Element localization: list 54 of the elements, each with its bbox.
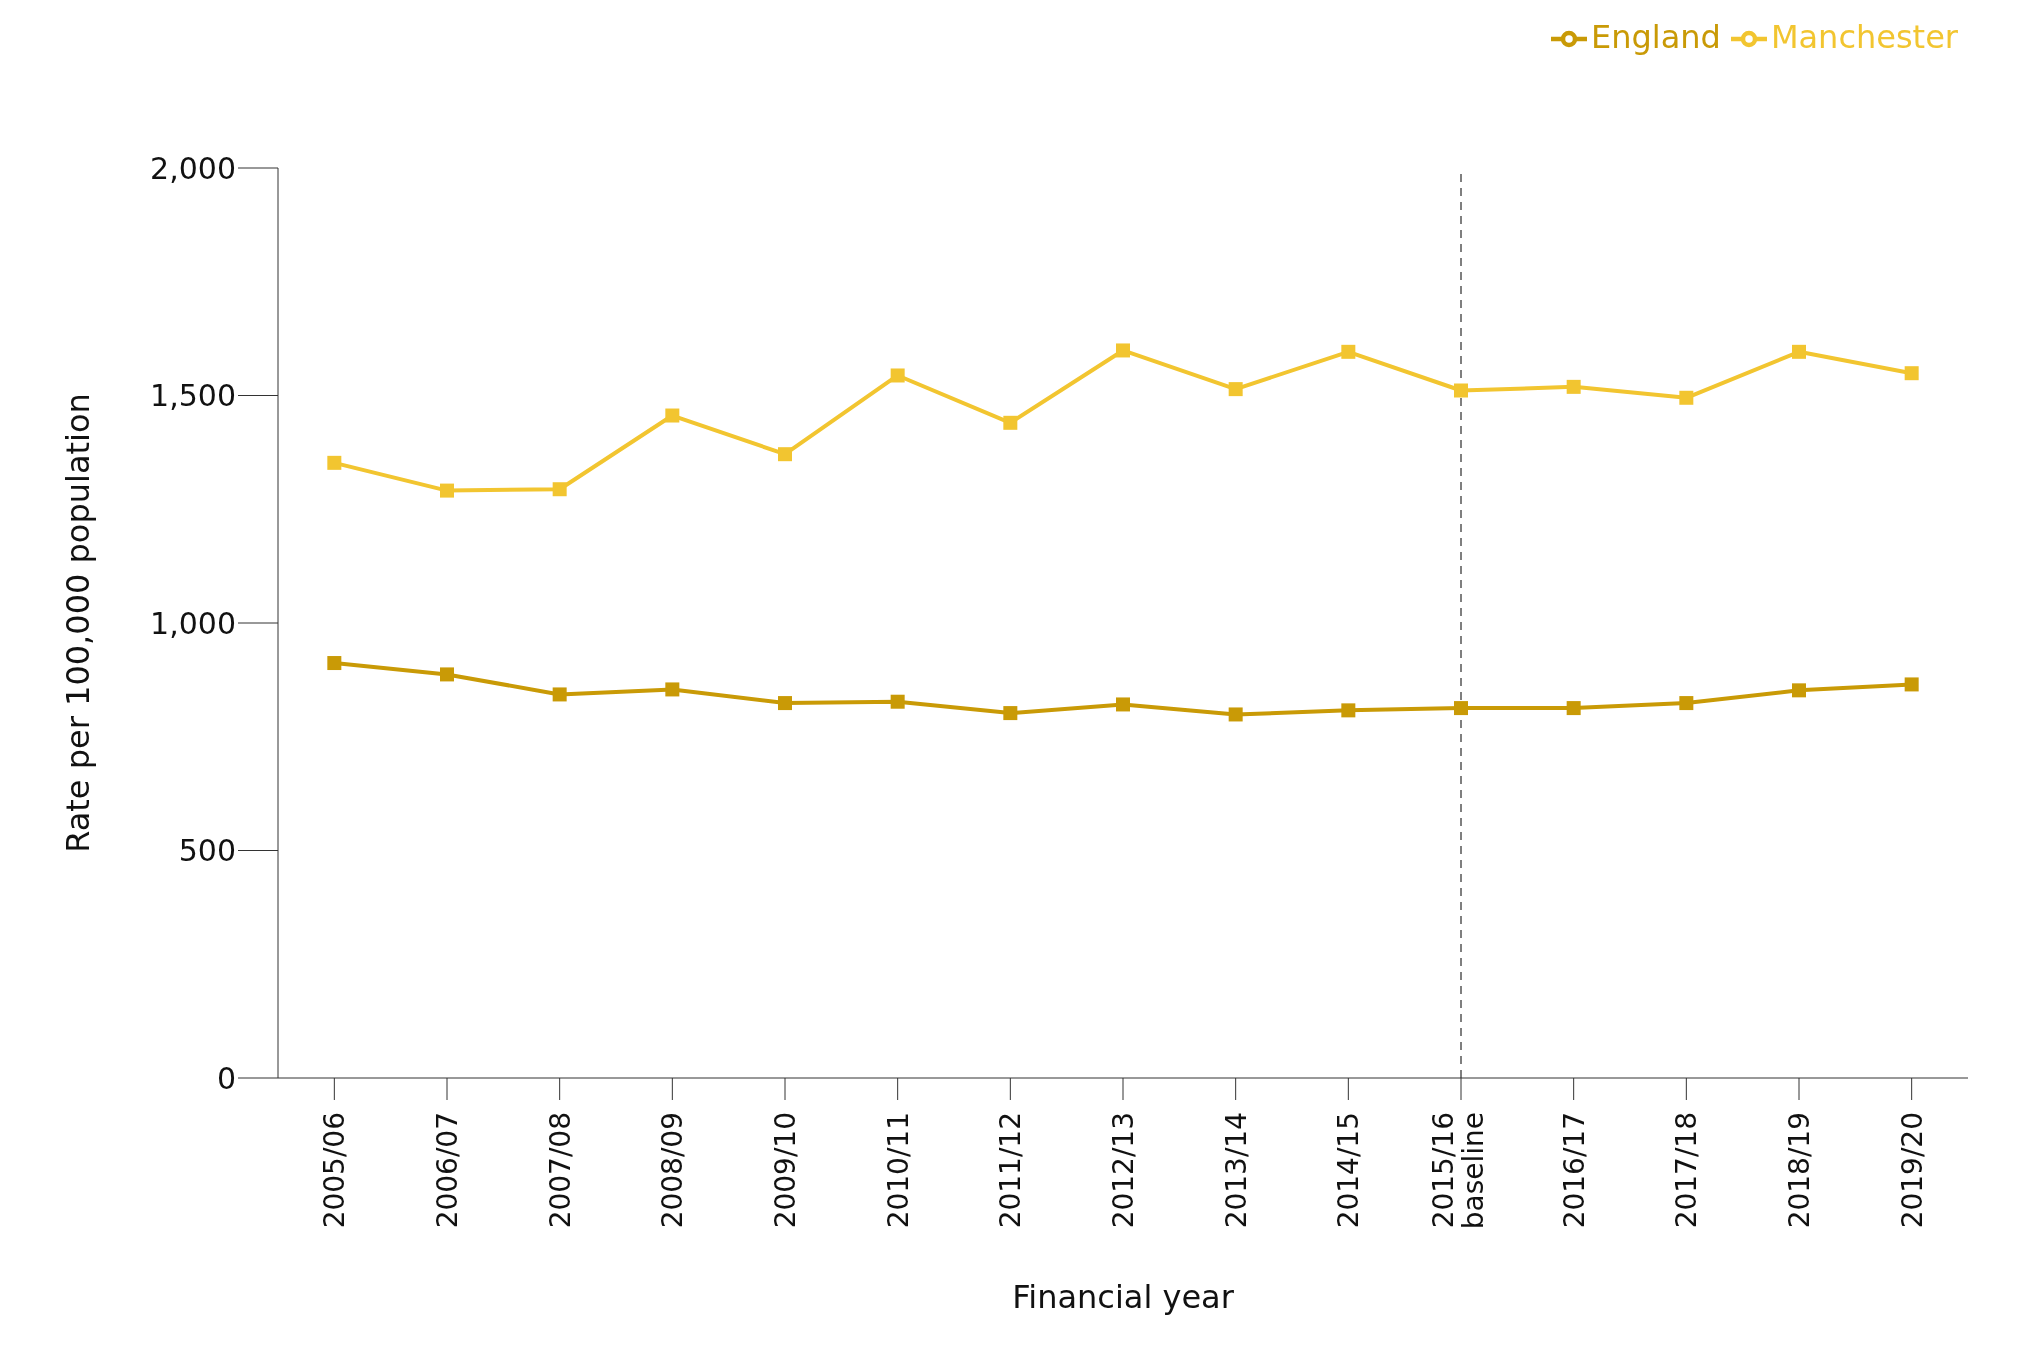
x-axis-title: Financial year xyxy=(1012,1278,1235,1316)
point xyxy=(440,483,454,498)
point xyxy=(1116,697,1130,712)
point xyxy=(1228,382,1243,397)
point xyxy=(665,408,680,423)
x-tick-label: 2014/15 xyxy=(1332,1112,1366,1229)
y-tick-label: 500 xyxy=(178,833,236,869)
point xyxy=(327,656,342,671)
point xyxy=(1341,703,1356,718)
point xyxy=(1566,701,1581,716)
y-axis-title: Rate per 100,000 population xyxy=(59,393,98,853)
point xyxy=(1003,415,1018,430)
point xyxy=(1566,379,1581,394)
x-tick-label: 2016/17 xyxy=(1557,1112,1591,1229)
point xyxy=(1904,677,1919,692)
point xyxy=(1454,383,1468,398)
x-tick-label: 2017/18 xyxy=(1670,1112,1704,1229)
point xyxy=(665,682,680,697)
x-tick-label: 2008/09 xyxy=(656,1112,690,1229)
point xyxy=(1679,696,1694,711)
point xyxy=(1116,343,1130,358)
point xyxy=(552,687,567,702)
point xyxy=(890,368,905,383)
point xyxy=(327,455,342,470)
point xyxy=(1792,344,1806,359)
point xyxy=(890,694,905,709)
legend-label: England xyxy=(1590,18,1721,56)
x-tick-label: 2009/10 xyxy=(769,1112,802,1229)
x-tick-label: 2015/16 baseline xyxy=(1427,1112,1490,1230)
x-tick-label: 2006/07 xyxy=(431,1112,464,1229)
x-tick-label: 2018/19 xyxy=(1783,1112,1816,1229)
point xyxy=(1341,344,1356,359)
y-tick-label: 1,000 xyxy=(150,605,236,641)
y-tick-label: 0 xyxy=(216,1060,236,1096)
point xyxy=(778,696,792,711)
x-tick-label: 2012/13 xyxy=(1107,1112,1140,1229)
point xyxy=(1679,390,1694,405)
x-tick-label: 2005/06 xyxy=(318,1112,352,1229)
point xyxy=(440,667,454,682)
x-tick-label: 2011/12 xyxy=(994,1112,1028,1229)
x-tick-label: 2019/20 xyxy=(1895,1112,1929,1229)
x-tick-label: 2007/08 xyxy=(543,1112,577,1229)
x-tick-label: 2010/11 xyxy=(881,1112,915,1229)
y-tick-label: 1,500 xyxy=(150,378,236,414)
point xyxy=(1904,366,1919,381)
point xyxy=(1454,701,1468,716)
point xyxy=(778,447,792,462)
point xyxy=(1228,707,1243,722)
point xyxy=(552,482,567,497)
legend-label: Manchester xyxy=(1770,18,1958,56)
y-tick-label: 2,000 xyxy=(150,150,236,186)
point xyxy=(1003,706,1018,721)
x-tick-label: 2013/14 xyxy=(1219,1112,1253,1229)
point xyxy=(1792,683,1806,698)
